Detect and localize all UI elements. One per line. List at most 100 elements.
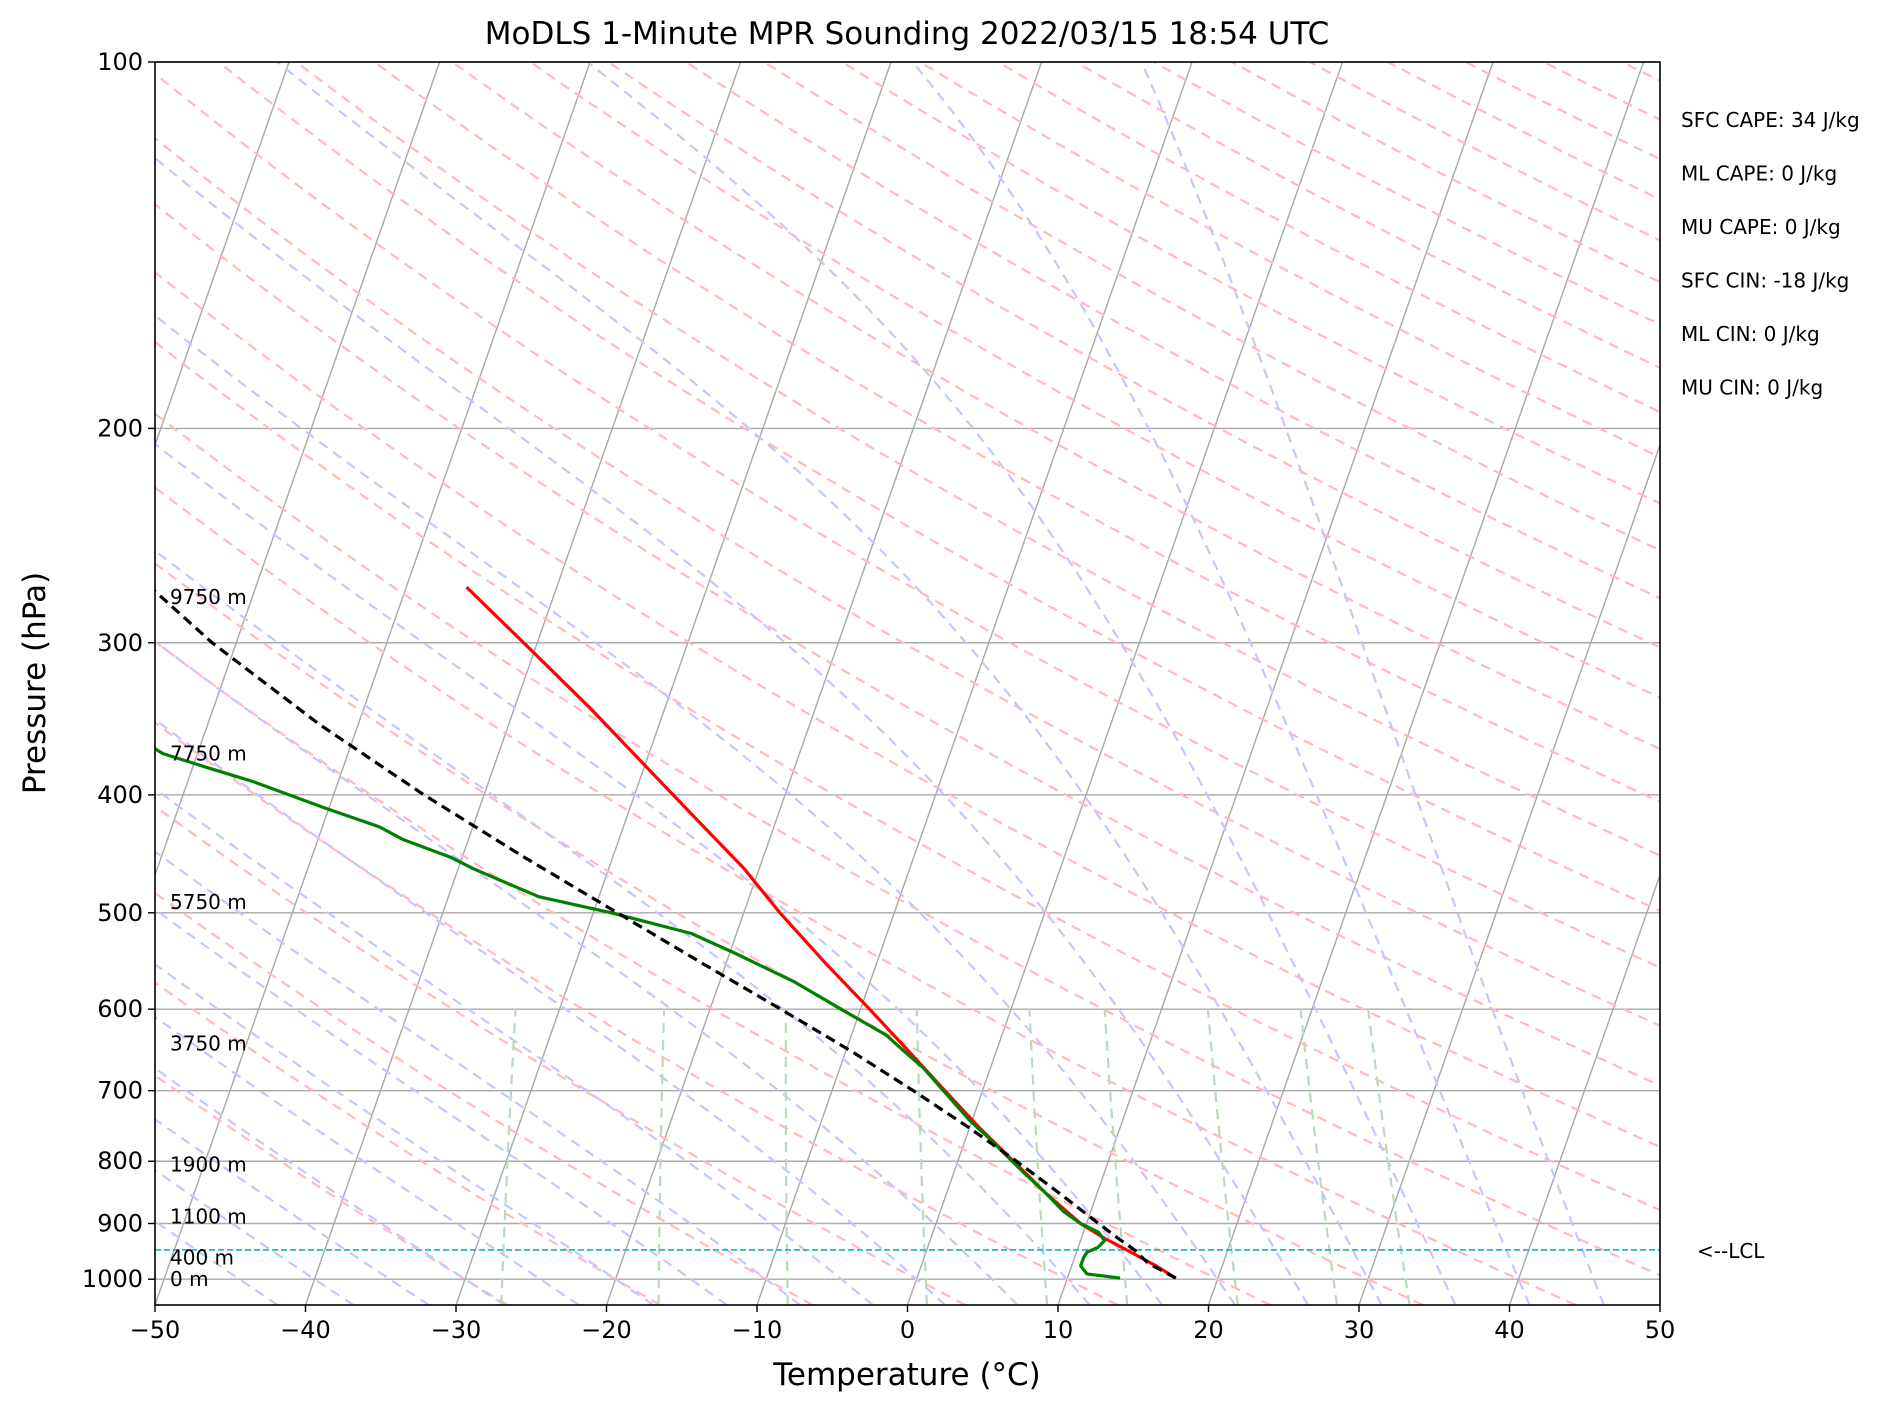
isotherm--30: [455, 62, 892, 1305]
dry-adiabat: [155, 891, 814, 1305]
height-label: 1100 m: [170, 1204, 247, 1228]
dry-adiabat: [155, 981, 661, 1305]
dry-adiabat: [155, 1074, 508, 1305]
x-tick-label: −40: [280, 1316, 331, 1344]
x-axis-label: Temperature (°C): [772, 1357, 1041, 1393]
moist-adiabat: [586, 62, 1457, 1305]
x-tick-label: −50: [130, 1316, 181, 1344]
reference-lines: [155, 62, 1660, 1305]
moist-adiabat: [155, 962, 654, 1305]
dry-adiabat: [1153, 62, 1660, 326]
dry-adiabat: [155, 340, 1660, 1212]
dewpoint-trace: [155, 746, 1121, 1280]
dry-adiabat: [451, 62, 1660, 751]
stat-line: MU CIN: 0 J/kg: [1681, 376, 1823, 400]
x-tick-label: 10: [1043, 1316, 1074, 1344]
dry-adiabat: [155, 562, 1424, 1305]
isotherm-40: [1508, 872, 1660, 1305]
isotherm--40: [304, 62, 742, 1305]
dry-adiabat: [217, 62, 1660, 913]
moist-adiabat: [1140, 62, 1605, 1305]
isotherm-10: [1057, 62, 1494, 1305]
dry-adiabat: [1075, 62, 1660, 370]
height-labels: 9750 m 7750 m 5750 m 3750 m 1900 m 1100 m 400 …: [170, 585, 247, 1291]
moist-adiabat: [155, 1067, 505, 1305]
height-label: 3750 m: [170, 1031, 247, 1055]
isotherm--20: [605, 62, 1043, 1305]
x-tick-label: 0: [900, 1316, 915, 1344]
moist-adiabat: [155, 1168, 355, 1305]
stats-panel: SFC CAPE: 34 J/kg ML CAPE: 0 J/kg MU CAPE:…: [1681, 108, 1860, 400]
y-tick-label: 900: [97, 1210, 143, 1238]
y-tick-label: 800: [97, 1147, 143, 1175]
x-tick-label: 20: [1193, 1316, 1224, 1344]
dry-adiabat: [155, 412, 1660, 1277]
stat-line: SFC CAPE: 34 J/kg: [1681, 108, 1860, 132]
isotherm-30: [1358, 442, 1660, 1305]
mixing-ratio-line: [1206, 1009, 1239, 1305]
mixing-ratio-line: [1103, 1009, 1129, 1305]
moist-adiabat: [276, 62, 1383, 1305]
height-label: 5750 m: [170, 890, 247, 914]
y-tick-label: 300: [97, 629, 143, 657]
dry-adiabat: [295, 62, 1660, 857]
dry-adiabat: [155, 202, 1660, 1087]
isotherm--60: [155, 62, 441, 878]
height-label: 400 m: [170, 1246, 234, 1270]
mixing-ratio-line: [657, 1009, 666, 1305]
y-tick-label: 500: [97, 899, 143, 927]
moist-adiabat: [155, 850, 801, 1305]
dry-adiabat: [919, 62, 1660, 459]
y-tick-label: 400: [97, 781, 143, 809]
chart-title: MoDLS 1-Minute MPR Sounding 2022/03/15 1…: [485, 16, 1329, 52]
moist-adiabat: [155, 787, 874, 1305]
stat-line: ML CAPE: 0 J/kg: [1681, 162, 1837, 186]
x-tick-label: −10: [732, 1316, 783, 1344]
x-tick-label: −20: [581, 1316, 632, 1344]
mixing-ratio-line: [1028, 1009, 1049, 1305]
mixing-ratio-line: [915, 1009, 928, 1305]
dry-adiabat: [763, 62, 1660, 552]
stat-line: SFC CIN: -18 J/kg: [1681, 269, 1849, 293]
moist-adiabat: [911, 62, 1531, 1305]
plot-area: [154, 61, 1661, 1306]
dry-adiabat: [529, 62, 1660, 699]
dry-adiabat: [155, 640, 1271, 1305]
moist-adiabat: [155, 549, 1091, 1305]
moist-adiabat: [155, 314, 1236, 1305]
y-axis-label: Pressure (hPa): [17, 572, 53, 794]
height-label: 9750 m: [170, 585, 247, 609]
dry-adiabat: [685, 62, 1660, 600]
isotherm-20: [1207, 62, 1645, 1305]
dry-adiabat: [155, 72, 1660, 969]
y-tick-label: 600: [97, 995, 143, 1023]
moist-adiabat: [155, 639, 1019, 1305]
y-tick-label: 200: [97, 414, 143, 442]
x-tick-label: −30: [431, 1316, 482, 1344]
moist-adiabat: [155, 1117, 430, 1305]
moist-adiabat: [155, 156, 1310, 1305]
dry-adiabat: [155, 486, 1577, 1305]
lcl-label: <--LCL: [1697, 1239, 1765, 1263]
sounding-traces: [155, 585, 1660, 1280]
stat-line: ML CIN: 0 J/kg: [1681, 322, 1820, 346]
mixing-ratio-line: [784, 1009, 789, 1305]
height-label: 0 m: [170, 1267, 209, 1291]
moist-adiabat: [155, 908, 728, 1305]
x-axis: −50 −40 −30 −20 −10 0 10 20 30 40 50: [130, 1305, 1676, 1344]
isotherm-0: [906, 62, 1344, 1305]
dry-adiabat: [373, 62, 1660, 803]
x-tick-label: 30: [1344, 1316, 1375, 1344]
dry-adiabat: [155, 136, 1660, 1027]
y-tick-label: 700: [97, 1077, 143, 1105]
moist-adiabat: [155, 1015, 580, 1305]
y-tick-label: 100: [97, 48, 143, 76]
height-label: 1900 m: [170, 1153, 247, 1177]
x-tick-label: 50: [1645, 1316, 1676, 1344]
y-tick-label: 1000: [82, 1265, 143, 1293]
height-label: 7750 m: [170, 742, 247, 766]
stat-line: MU CAPE: 0 J/kg: [1681, 215, 1841, 239]
x-tick-label: 40: [1494, 1316, 1525, 1344]
